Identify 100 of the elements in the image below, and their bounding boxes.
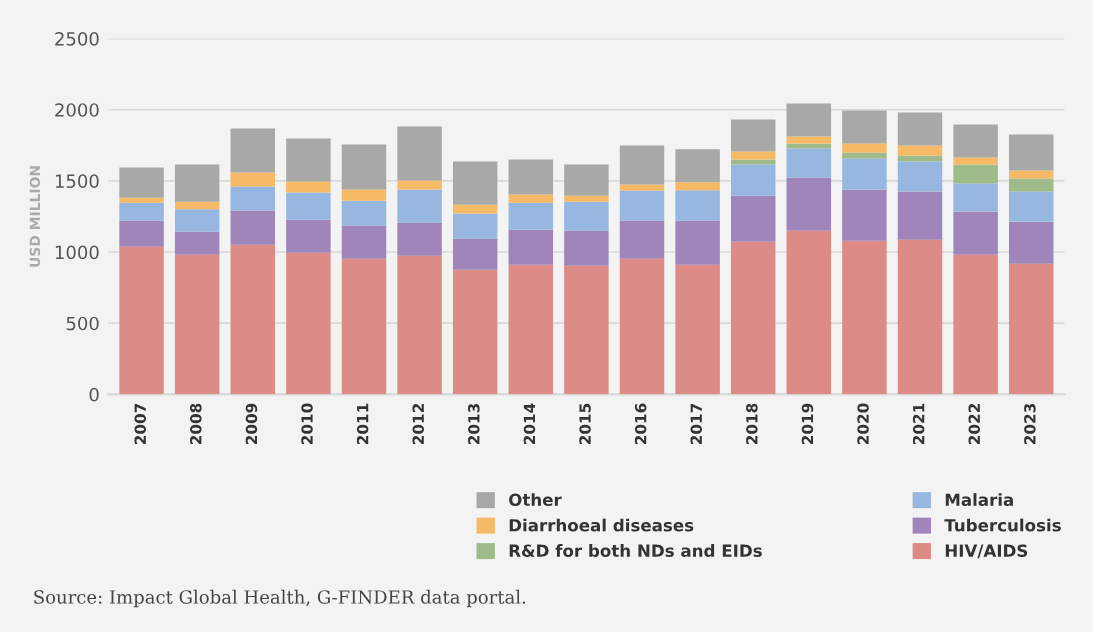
bar: [508, 229, 554, 265]
y-tick-label: 1000: [55, 245, 99, 260]
bar: [119, 197, 164, 203]
bar: [730, 151, 776, 160]
bar: [786, 143, 832, 149]
bar: [397, 189, 442, 223]
bar: [953, 157, 998, 165]
y-tick-label: 1500: [55, 174, 99, 188]
bar: [675, 182, 720, 191]
bar: [286, 219, 331, 253]
bar: [1008, 178, 1054, 192]
bar: [619, 220, 665, 259]
bar: [842, 152, 887, 159]
bar: [397, 180, 442, 190]
bar: [619, 145, 665, 185]
bar: [897, 239, 943, 395]
bar: [1008, 263, 1054, 395]
bar: [174, 231, 220, 255]
bar: [508, 264, 554, 395]
x-tick-label: 2019: [801, 403, 814, 445]
bar: [286, 192, 331, 220]
bar: [1008, 221, 1054, 264]
bar: [842, 110, 887, 144]
bar: [341, 258, 387, 395]
bar: [675, 149, 720, 183]
bar: [174, 209, 220, 232]
bar: [897, 155, 943, 162]
y-tick-label: 2500: [55, 32, 99, 46]
bar: [286, 252, 331, 395]
legend-label: Diarrhoeal diseases: [509, 518, 694, 532]
bar: [953, 124, 998, 158]
bar: [174, 201, 220, 210]
source-note: Source: Impact Global Health, G-FINDER data portal.: [34, 589, 526, 608]
x-tick-label: 2012: [412, 404, 425, 445]
bar: [119, 167, 164, 198]
x-tick-label: 2011: [356, 403, 369, 445]
bar: [397, 126, 442, 181]
bar: [1008, 191, 1054, 222]
bar: [174, 254, 220, 395]
bar: [341, 144, 387, 190]
bar: [619, 190, 665, 221]
x-tick-label: 2013: [468, 403, 480, 445]
x-tick-label: 2008: [190, 403, 202, 445]
x-tick-label: 2022: [968, 404, 981, 445]
bar: [564, 265, 609, 395]
bar: [786, 230, 832, 395]
bar: [842, 158, 887, 190]
bar: [286, 138, 331, 182]
bar: [842, 189, 887, 241]
bar: [897, 191, 943, 240]
bar: [564, 164, 609, 196]
bar: [230, 172, 276, 187]
bar: [619, 258, 665, 395]
x-tick-label: 2017: [690, 403, 703, 445]
bar: [786, 177, 832, 231]
bar: [675, 190, 720, 221]
bar: [174, 164, 220, 202]
bar: [341, 225, 387, 259]
bar: [230, 244, 276, 395]
bar: [452, 213, 498, 239]
bar: [230, 210, 276, 245]
bar: [1008, 170, 1054, 179]
x-tick-label: 2016: [634, 403, 647, 445]
bar: [119, 246, 164, 395]
bar: [786, 136, 832, 144]
x-tick-label: 2007: [134, 403, 146, 445]
bar: [897, 161, 943, 192]
bar: [341, 200, 387, 226]
x-tick-label: 2018: [746, 403, 758, 445]
bar: [730, 241, 776, 395]
bar: [119, 202, 164, 221]
y-tick-label: 500: [66, 316, 99, 331]
x-tick-label: 2009: [245, 403, 258, 445]
bar: [564, 230, 609, 266]
bar: [786, 148, 832, 178]
bar: [286, 181, 331, 193]
x-tick-label: 2021: [912, 403, 925, 445]
bar: [452, 204, 498, 214]
bar: [564, 201, 609, 231]
bar: [397, 222, 442, 256]
x-tick-label: 2015: [579, 403, 591, 445]
y-tick-label: 2000: [55, 103, 99, 117]
x-tick-label: 2014: [523, 403, 536, 445]
bar: [1008, 134, 1054, 171]
bar: [452, 238, 498, 270]
legend-label: HIV/AIDS: [945, 544, 1028, 559]
bar: [675, 220, 720, 265]
bar: [897, 112, 943, 146]
bar: [564, 195, 609, 202]
bar: [730, 119, 776, 152]
bar: [842, 143, 887, 153]
bar: [452, 269, 498, 395]
bar: [953, 254, 998, 395]
bar: [119, 220, 164, 247]
bar: [508, 194, 554, 203]
x-tick-label: 2023: [1024, 403, 1036, 445]
legend-label: R&D for both NDs and EIDs: [509, 544, 762, 557]
x-tick-label: 2020: [857, 403, 869, 445]
bar: [953, 164, 998, 184]
y-axis-title: USD MILLION: [29, 166, 41, 267]
